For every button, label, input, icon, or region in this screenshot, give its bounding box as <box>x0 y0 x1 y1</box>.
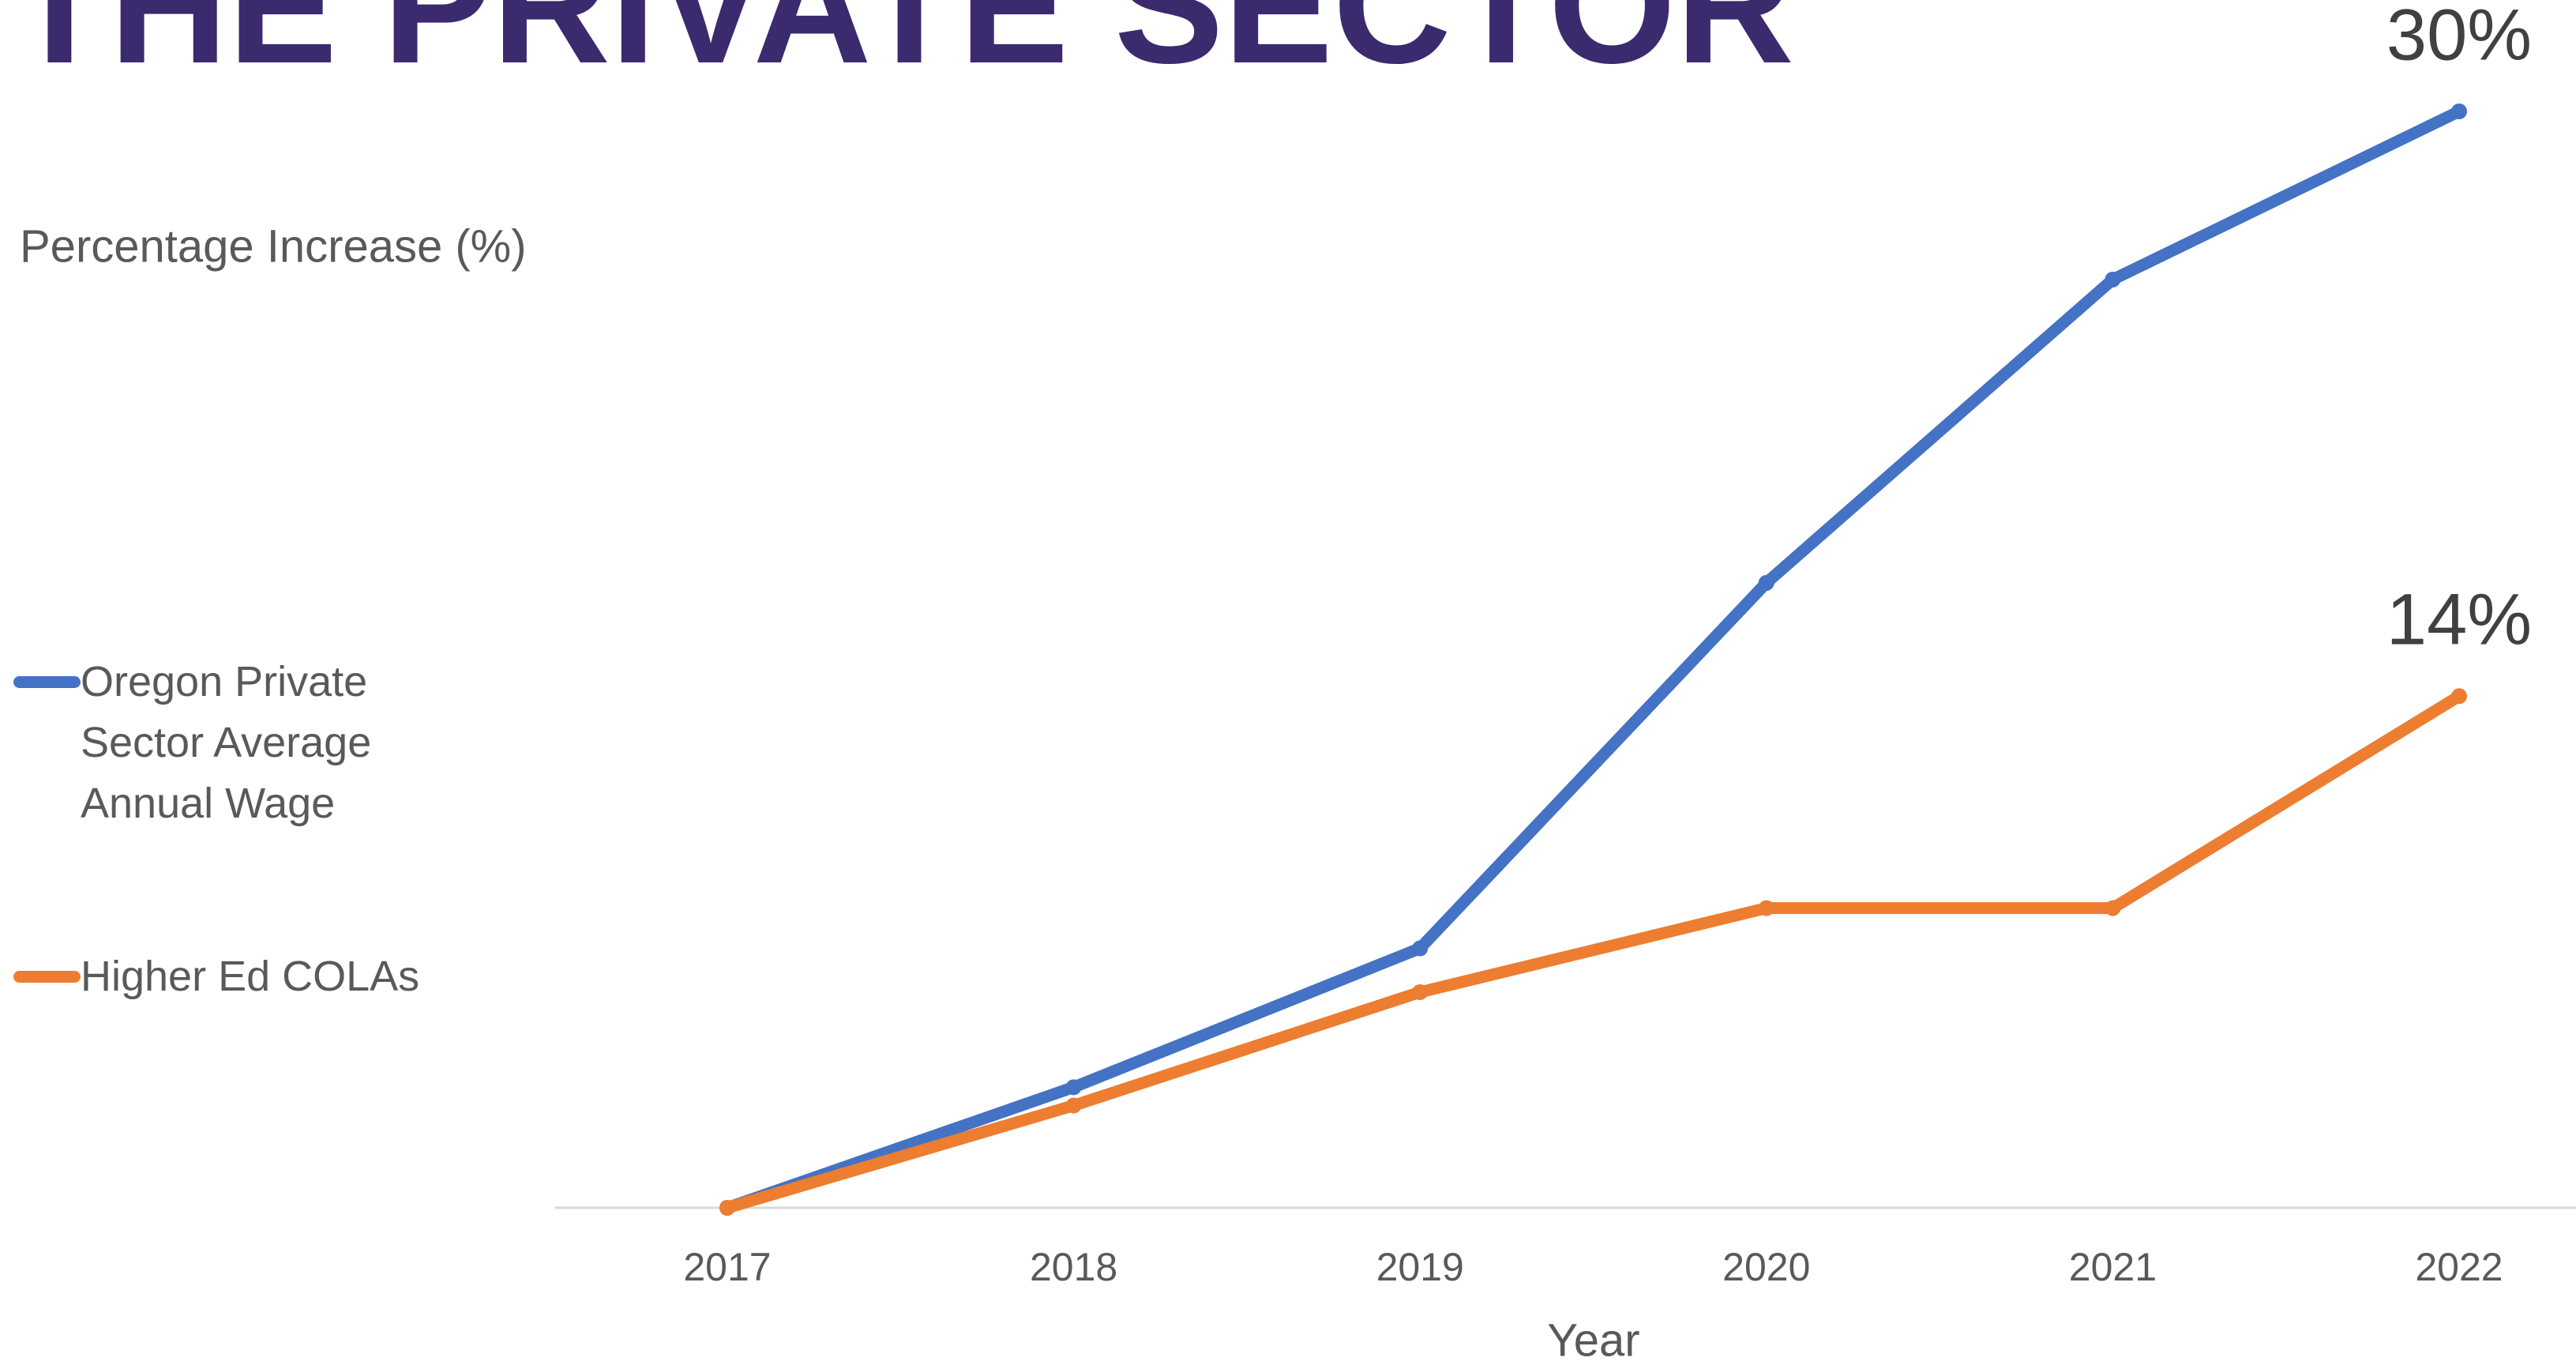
data-label: 14% <box>2386 580 2532 660</box>
data-point <box>1412 940 1429 957</box>
legend-item: Oregon Private Sector Average Annual Wag… <box>13 652 456 834</box>
data-point <box>1758 900 1774 916</box>
data-point <box>2451 688 2467 705</box>
x-tick-label: 2020 <box>1722 1245 1810 1289</box>
data-point <box>2451 103 2467 119</box>
data-point <box>719 1200 735 1216</box>
x-axis-title: Year <box>1547 1314 1639 1365</box>
x-tick-label: 2018 <box>1030 1245 1117 1289</box>
legend-swatch <box>13 971 81 983</box>
data-point <box>1065 1079 1082 1096</box>
series-line <box>721 690 2465 1214</box>
data-label: 30% <box>2386 0 2532 75</box>
x-tick-label: 2017 <box>683 1245 771 1289</box>
legend-swatch <box>13 676 81 688</box>
x-tick-label: 2022 <box>2415 1245 2503 1289</box>
x-tick-label: 2021 <box>2069 1245 2157 1289</box>
series-line <box>721 105 2465 1214</box>
data-point <box>1758 574 1774 591</box>
legend-label: Oregon Private Sector Average Annual Wag… <box>81 658 372 827</box>
data-point <box>1065 1097 1082 1114</box>
data-point <box>2105 900 2121 916</box>
data-point <box>1412 984 1429 1001</box>
chart-title: THE PRIVATE SECTOR <box>9 0 1794 98</box>
legend-item: Higher Ed COLAs <box>13 946 456 1007</box>
data-point <box>2105 271 2121 288</box>
y-axis-title: Percentage Increase (%) <box>20 220 527 272</box>
x-tick-label: 2019 <box>1376 1245 1464 1289</box>
legend-label: Higher Ed COLAs <box>81 953 420 1000</box>
